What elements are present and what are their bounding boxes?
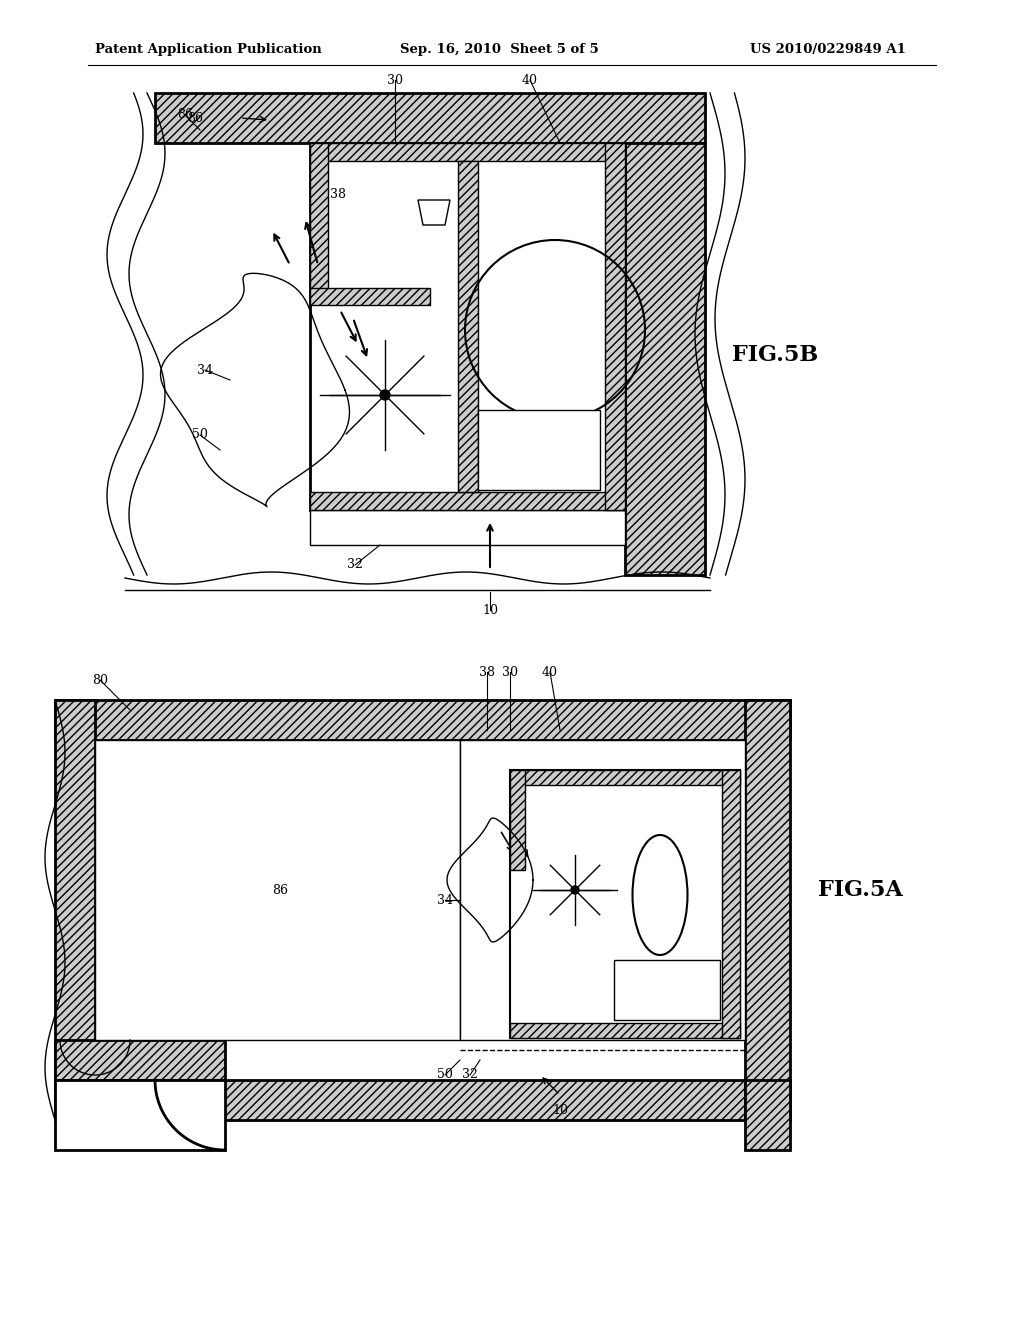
Text: 38: 38 bbox=[479, 665, 495, 678]
Bar bbox=[722, 770, 740, 1038]
Circle shape bbox=[571, 886, 579, 894]
Bar bbox=[310, 510, 625, 545]
Bar bbox=[458, 161, 478, 492]
Text: 86: 86 bbox=[177, 108, 193, 121]
Bar bbox=[614, 960, 720, 1020]
Text: Sep. 16, 2010  Sheet 5 of 5: Sep. 16, 2010 Sheet 5 of 5 bbox=[400, 44, 599, 57]
Bar bbox=[745, 1080, 790, 1150]
Text: 32: 32 bbox=[347, 558, 362, 572]
Bar bbox=[745, 700, 790, 1119]
Bar bbox=[55, 1080, 225, 1150]
Bar bbox=[605, 143, 625, 510]
Text: 50: 50 bbox=[193, 429, 208, 441]
Bar bbox=[460, 741, 745, 1040]
Bar bbox=[510, 770, 740, 785]
Text: 50: 50 bbox=[437, 1068, 453, 1081]
Text: 34: 34 bbox=[197, 363, 213, 376]
Text: 32: 32 bbox=[462, 1068, 478, 1081]
Text: 30: 30 bbox=[502, 665, 518, 678]
Bar bbox=[155, 92, 705, 143]
Circle shape bbox=[380, 389, 390, 400]
Bar bbox=[55, 700, 790, 741]
Polygon shape bbox=[418, 201, 450, 224]
Text: 86: 86 bbox=[187, 111, 203, 124]
Bar bbox=[310, 143, 625, 510]
Bar bbox=[310, 492, 625, 510]
Text: FIG.5A: FIG.5A bbox=[817, 879, 902, 902]
Text: 40: 40 bbox=[522, 74, 538, 87]
Text: US 2010/0229849 A1: US 2010/0229849 A1 bbox=[750, 44, 906, 57]
Text: 34: 34 bbox=[437, 894, 453, 907]
Text: Patent Application Publication: Patent Application Publication bbox=[95, 44, 322, 57]
Bar bbox=[310, 143, 328, 304]
Bar bbox=[95, 741, 460, 1040]
Bar bbox=[55, 700, 95, 1080]
Bar bbox=[55, 1080, 790, 1119]
Text: 86: 86 bbox=[272, 883, 288, 896]
Text: 40: 40 bbox=[542, 665, 558, 678]
Bar bbox=[510, 770, 740, 1038]
Bar bbox=[478, 411, 600, 490]
Text: 10: 10 bbox=[482, 603, 498, 616]
Text: FIG.5B: FIG.5B bbox=[732, 345, 818, 366]
Bar bbox=[55, 1040, 225, 1080]
Bar bbox=[510, 1023, 740, 1038]
Text: 10: 10 bbox=[552, 1104, 568, 1117]
Text: 80: 80 bbox=[92, 673, 108, 686]
Text: 30: 30 bbox=[387, 74, 403, 87]
Text: 38: 38 bbox=[330, 189, 346, 202]
Bar bbox=[310, 143, 625, 161]
Bar bbox=[625, 143, 705, 576]
Bar bbox=[510, 770, 525, 870]
Bar bbox=[310, 288, 430, 305]
